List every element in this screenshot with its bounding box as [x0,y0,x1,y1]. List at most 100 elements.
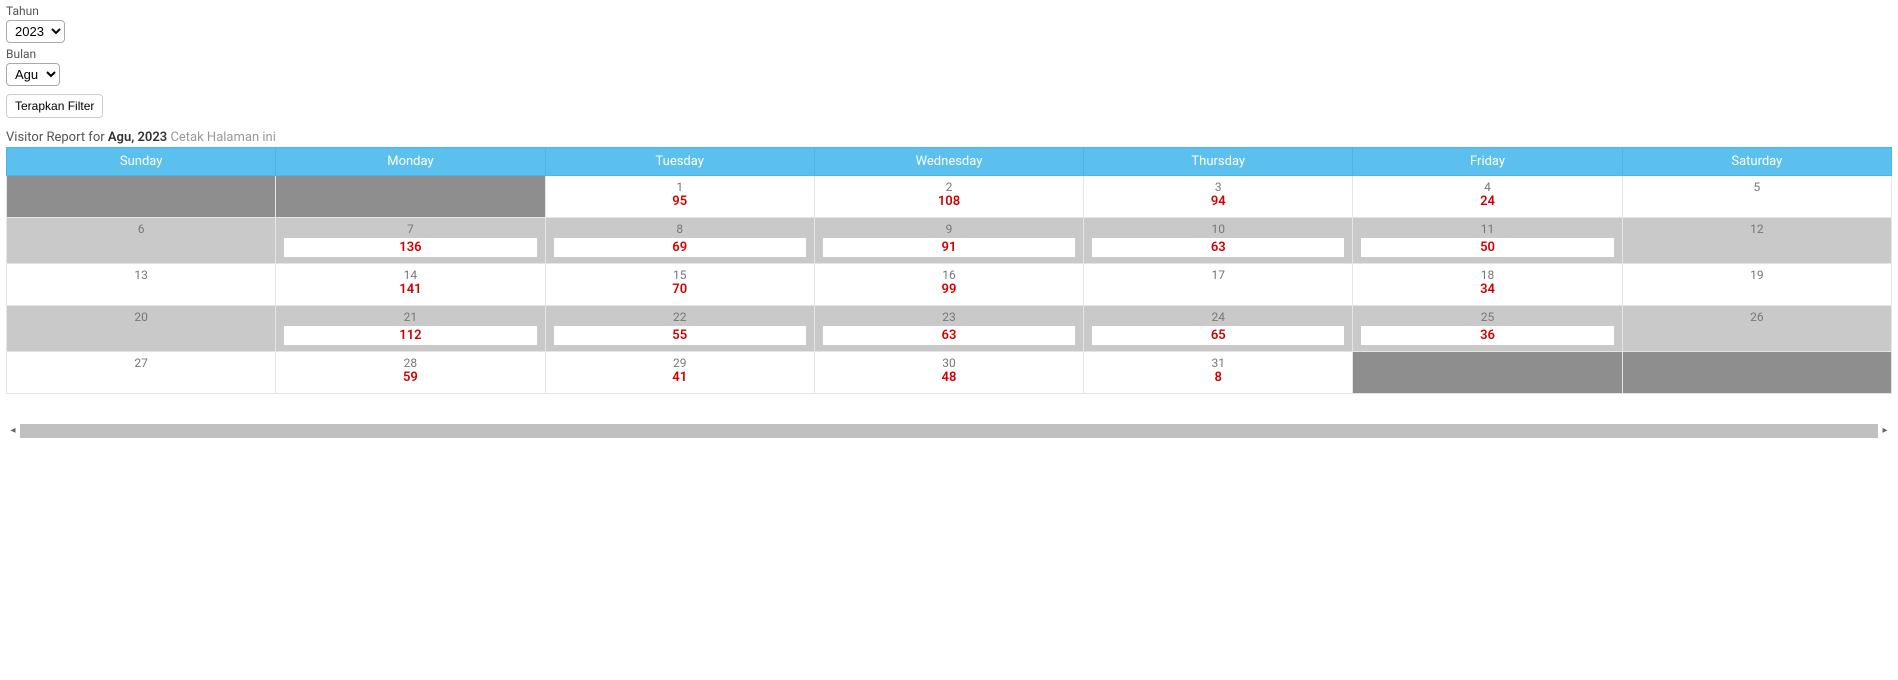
visitor-count: 95 [550,194,810,209]
calendar-cell: 12 [1622,218,1891,264]
visitor-count: 112 [399,328,421,343]
calendar-cell: 394 [1084,176,1353,218]
year-select[interactable]: 2023 [6,20,65,43]
calendar-day-number: 3 [1088,180,1348,194]
calendar-week: 671368699911063115012 [7,218,1892,264]
visitor-count: 63 [942,328,957,343]
horizontal-scrollbar[interactable]: ◂ ▸ [6,424,1892,438]
print-link[interactable]: Cetak Halaman ini [170,130,275,145]
visitor-count: 41 [550,370,810,385]
report-title-period: Agu, 2023 [108,130,167,145]
calendar-day-number: 30 [819,356,1079,370]
calendar-cell: 424 [1353,176,1622,218]
calendar-day-number: 15 [550,268,810,282]
calendar-day-number: 18 [1357,268,1617,282]
scroll-right-icon[interactable]: ▸ [1878,424,1892,438]
calendar-header-tuesday: Tuesday [545,148,814,176]
calendar-header-monday: Monday [276,148,545,176]
calendar-day-number: 12 [1627,222,1887,236]
calendar-day-number: 6 [11,222,271,236]
report-title: Visitor Report for Agu, 2023 Cetak Halam… [6,130,1892,145]
calendar-day-number: 22 [550,310,810,324]
apply-filter-button[interactable]: Terapkan Filter [6,94,103,118]
calendar-day-number: 9 [819,222,1079,236]
calendar-day-number: 8 [550,222,810,236]
calendar-header-saturday: Saturday [1622,148,1891,176]
calendar-cell: 869 [545,218,814,264]
calendar-cell: 5 [1622,176,1891,218]
calendar-day-number: 14 [280,268,540,282]
calendar-cell: 21112 [276,306,545,352]
visitor-count: 63 [1211,240,1226,255]
calendar-cell: 6 [7,218,276,264]
calendar-cell: 17 [1084,264,1353,306]
calendar-header-sunday: Sunday [7,148,276,176]
calendar-cell: 7136 [276,218,545,264]
calendar-header-friday: Friday [1353,148,1622,176]
calendar-container: SundayMondayTuesdayWednesdayThursdayFrid… [6,147,1892,394]
visitor-count: 50 [1480,240,1495,255]
calendar-cell [1353,352,1622,394]
calendar-day-number: 23 [819,310,1079,324]
calendar-cell: 2536 [1353,306,1622,352]
calendar-week: 13141411570169917183419 [7,264,1892,306]
visitor-count: 34 [1357,282,1617,297]
visitor-count: 136 [399,240,421,255]
visitor-count: 65 [1211,328,1226,343]
scroll-left-icon[interactable]: ◂ [6,424,20,438]
calendar-cell: 20 [7,306,276,352]
calendar-day-number: 4 [1357,180,1617,194]
visitor-count: 36 [1480,328,1495,343]
calendar-cell: 26 [1622,306,1891,352]
calendar-cell [1622,352,1891,394]
calendar-cell: 2363 [814,306,1083,352]
calendar-cell: 195 [545,176,814,218]
calendar-day-number: 1 [550,180,810,194]
calendar-cell: 1570 [545,264,814,306]
month-label: Bulan [6,47,1892,61]
visitor-count: 8 [1088,370,1348,385]
visitor-count: 55 [672,328,687,343]
calendar-cell: 3048 [814,352,1083,394]
calendar-cell [7,176,276,218]
calendar-cell: 19 [1622,264,1891,306]
calendar-week: 27285929413048318 [7,352,1892,394]
calendar-day-number: 5 [1627,180,1887,194]
visitor-count: 70 [550,282,810,297]
calendar-week: 19521083944245 [7,176,1892,218]
calendar-cell: 2465 [1084,306,1353,352]
report-title-prefix: Visitor Report for [6,130,108,145]
visitor-count: 99 [819,282,1079,297]
visitor-count: 91 [942,240,957,255]
calendar-day-number: 27 [11,356,271,370]
calendar-header-wednesday: Wednesday [814,148,1083,176]
calendar-cell: 2941 [545,352,814,394]
calendar-day-number: 24 [1088,310,1348,324]
calendar-day-number: 20 [11,310,271,324]
calendar-day-number: 2 [819,180,1079,194]
calendar-cell: 2255 [545,306,814,352]
calendar-day-number: 26 [1627,310,1887,324]
calendar-day-number: 11 [1357,222,1617,236]
calendar-cell: 27 [7,352,276,394]
calendar-day-number: 16 [819,268,1079,282]
calendar-cell: 318 [1084,352,1353,394]
calendar-day-number: 28 [280,356,540,370]
calendar-cell: 1699 [814,264,1083,306]
calendar-day-number: 21 [280,310,540,324]
scroll-track[interactable] [20,424,1878,438]
calendar-cell: 13 [7,264,276,306]
calendar-cell: 1063 [1084,218,1353,264]
calendar-week: 2021112225523632465253626 [7,306,1892,352]
calendar-day-number: 10 [1088,222,1348,236]
calendar-day-number: 29 [550,356,810,370]
calendar-cell: 2108 [814,176,1083,218]
visitor-count: 69 [672,240,687,255]
visitor-count: 24 [1357,194,1617,209]
calendar-cell: 1150 [1353,218,1622,264]
year-label: Tahun [6,4,1892,18]
calendar-day-number: 19 [1627,268,1887,282]
calendar-day-number: 25 [1357,310,1617,324]
visitor-count: 108 [819,194,1079,209]
month-select[interactable]: Agu [6,63,60,86]
